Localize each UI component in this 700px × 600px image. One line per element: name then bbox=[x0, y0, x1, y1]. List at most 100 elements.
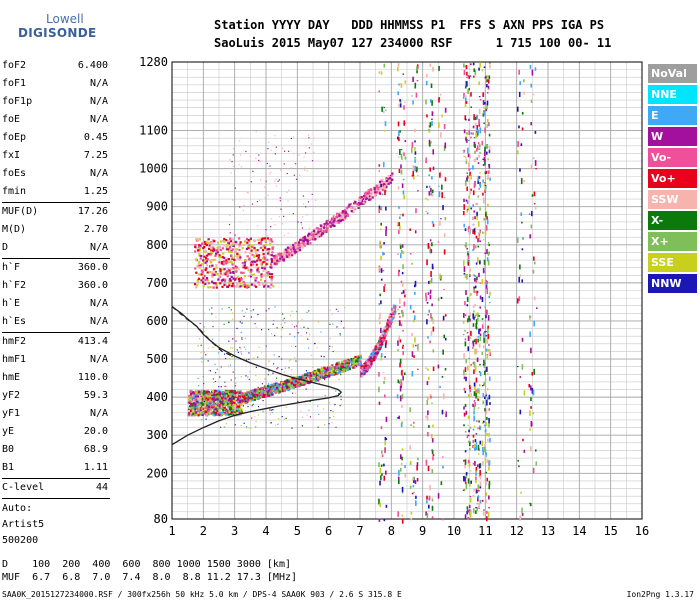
trace-point bbox=[238, 245, 241, 248]
trace-point bbox=[317, 371, 320, 375]
trace-point bbox=[285, 381, 288, 384]
param-name: h`F2 bbox=[2, 280, 27, 291]
interference-point bbox=[378, 191, 381, 195]
interference-point bbox=[467, 415, 470, 419]
interference-point bbox=[400, 323, 403, 327]
trace-point bbox=[366, 366, 370, 369]
trace-point bbox=[383, 180, 387, 184]
trace-point bbox=[230, 284, 234, 288]
trace-point bbox=[369, 354, 373, 357]
trace-point bbox=[214, 411, 218, 414]
trace-point bbox=[211, 273, 214, 276]
interference-point bbox=[404, 140, 407, 143]
interference-point bbox=[399, 339, 402, 343]
interference-point bbox=[473, 137, 476, 139]
trace-point bbox=[203, 255, 206, 258]
interference-point bbox=[481, 69, 484, 72]
trace-point bbox=[380, 334, 383, 338]
trace-point bbox=[218, 390, 221, 394]
interference-point bbox=[485, 452, 488, 457]
trace-point bbox=[351, 207, 354, 210]
trace-point bbox=[358, 355, 361, 358]
trace-point bbox=[212, 412, 215, 415]
trace-point bbox=[270, 422, 272, 424]
interference-point bbox=[431, 469, 434, 473]
trace-point bbox=[269, 408, 271, 410]
param-row: M(D) 2.70 bbox=[2, 221, 110, 239]
trace-point bbox=[302, 236, 304, 239]
trace-point bbox=[335, 220, 338, 223]
trace-point bbox=[210, 249, 213, 252]
interference-point bbox=[488, 164, 491, 169]
interference-point bbox=[428, 309, 431, 313]
interference-point bbox=[462, 321, 465, 324]
interference-point bbox=[412, 476, 415, 481]
trace-point bbox=[216, 409, 219, 413]
interference-point bbox=[485, 225, 488, 231]
interference-point bbox=[467, 440, 470, 443]
trace-point bbox=[279, 387, 282, 390]
trace-point bbox=[365, 192, 368, 195]
interference-point bbox=[476, 507, 479, 511]
interference-point bbox=[378, 317, 381, 320]
interference-point bbox=[401, 404, 403, 409]
trace-point bbox=[215, 413, 218, 416]
trace-point bbox=[370, 363, 373, 366]
interference-point bbox=[380, 464, 383, 467]
trace-point bbox=[198, 254, 201, 257]
trace-point bbox=[217, 412, 220, 415]
trace-point bbox=[265, 386, 268, 389]
trace-point bbox=[199, 266, 202, 269]
interference-point bbox=[399, 316, 401, 318]
trace-point bbox=[217, 247, 220, 251]
trace-point bbox=[318, 382, 321, 384]
interference-point bbox=[486, 354, 489, 359]
trace-point bbox=[392, 311, 395, 314]
trace-point bbox=[242, 271, 245, 274]
trace-point bbox=[305, 373, 309, 377]
trace-point bbox=[229, 214, 231, 217]
trace-point bbox=[352, 364, 356, 367]
trace-point bbox=[293, 174, 295, 176]
trace-point bbox=[282, 259, 285, 262]
trace-point bbox=[295, 345, 297, 348]
trace-point bbox=[320, 234, 323, 237]
trace-point bbox=[296, 424, 299, 427]
trace-point bbox=[283, 371, 285, 373]
trace-point bbox=[251, 405, 253, 407]
trace-point bbox=[239, 394, 241, 396]
trace-point bbox=[365, 369, 369, 373]
interference-point bbox=[443, 249, 446, 255]
interference-point bbox=[486, 249, 488, 255]
trace-point bbox=[384, 330, 387, 333]
interference-point bbox=[478, 232, 481, 237]
trace-point bbox=[255, 326, 257, 328]
interference-point bbox=[426, 415, 429, 421]
trace-point bbox=[193, 414, 196, 417]
interference-point bbox=[397, 136, 399, 140]
interference-point bbox=[379, 243, 381, 249]
interference-point bbox=[485, 78, 488, 83]
trace-point bbox=[215, 393, 218, 397]
param-value: N/A bbox=[89, 78, 108, 89]
trace-point bbox=[219, 248, 222, 252]
interference-point bbox=[477, 388, 479, 393]
trace-point bbox=[372, 359, 376, 362]
interference-point bbox=[384, 448, 386, 454]
interference-point bbox=[431, 118, 433, 121]
trace-point bbox=[335, 363, 338, 367]
interference-point bbox=[404, 80, 407, 84]
interference-point bbox=[477, 178, 479, 184]
trace-point bbox=[206, 404, 209, 407]
trace-point bbox=[304, 383, 307, 386]
param-name: yF2 bbox=[2, 390, 21, 401]
trace-point bbox=[283, 256, 286, 259]
interference-point bbox=[415, 92, 418, 98]
trace-point bbox=[311, 378, 314, 381]
interference-point bbox=[441, 375, 444, 378]
trace-point bbox=[340, 365, 343, 369]
param-name: D bbox=[2, 242, 9, 253]
interference-point bbox=[428, 504, 430, 509]
trace-point bbox=[214, 410, 217, 412]
interference-point bbox=[478, 272, 480, 278]
